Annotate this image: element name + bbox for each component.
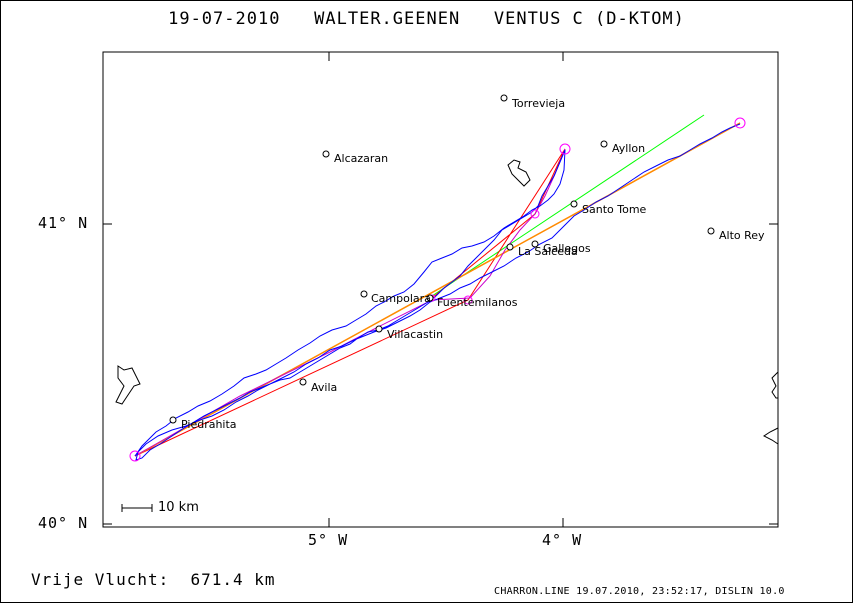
flight-track: [134, 123, 741, 461]
place-marker-alcazaran: [322, 150, 330, 158]
turnpoint-start: [129, 450, 141, 462]
place-label-avila: Avila: [311, 381, 337, 394]
place-marker-la-salceda: [506, 243, 514, 251]
reservoir-east: [771, 371, 779, 399]
place-label-alcazaran: Alcazaran: [334, 152, 388, 165]
place-markers: [169, 94, 715, 424]
turnpoints: [129, 117, 746, 462]
turnpoint-finish: [734, 117, 746, 129]
place-label-la-salceda: La Salceda: [518, 245, 578, 258]
reservoir-north: [507, 159, 531, 187]
free-flight-distance: Vrije Vlucht: 671.4 km: [31, 570, 276, 589]
turnpoint-4: [463, 295, 473, 305]
reservoir-east-2: [763, 427, 779, 445]
place-marker-fuentemilanos: [426, 294, 434, 302]
place-marker-torrevieja: [500, 94, 508, 102]
reservoir-outlines: [115, 159, 779, 445]
place-label-alto-rey: Alto Rey: [719, 229, 765, 242]
reservoir-west: [115, 365, 141, 405]
place-marker-gallegos: [531, 240, 539, 248]
place-marker-alto-rey: [707, 227, 715, 235]
scale-bar-label: 10 km: [158, 500, 199, 515]
axis-ticks: [103, 52, 778, 527]
chart-title: 19-07-2010 WALTER.GEENEN VENTUS C (D-KTO…: [168, 9, 685, 29]
place-labels: Torrevieja Ayllon Alcazaran Santo Tome A…: [181, 97, 765, 431]
map-border: [102, 51, 779, 528]
place-label-fuentemilanos: Fuentemilanos: [437, 296, 518, 309]
place-marker-villacastin: [375, 325, 383, 333]
turnpoint-2: [530, 209, 540, 219]
place-label-villacastin: Villacastin: [387, 328, 443, 341]
place-label-torrevieja: Torrevieja: [511, 97, 565, 110]
place-label-santo-tome: Santo Tome: [582, 203, 647, 216]
lat-label-41n: 41° N: [38, 214, 89, 232]
wind-line: [428, 114, 705, 299]
place-label-piedrahita: Piedrahita: [181, 418, 237, 431]
footer-info: CHARRON.LINE 19.07.2010, 23:52:17, DISLI…: [494, 586, 785, 597]
place-marker-campolara: [360, 290, 368, 298]
lat-label-40n: 40° N: [38, 514, 89, 532]
place-marker-ayllon: [600, 140, 608, 148]
place-marker-piedrahita: [169, 416, 177, 424]
place-label-campolara: Campolara: [371, 292, 431, 305]
lon-label-5w: 5° W: [308, 531, 349, 549]
place-marker-avila: [299, 378, 307, 386]
place-marker-santo-tome: [570, 200, 578, 208]
optimized-line: [134, 122, 741, 457]
scale-bar: [121, 504, 153, 512]
turnpoint-route: [134, 148, 566, 457]
place-label-gallegos: Gallegos: [543, 242, 591, 255]
lon-label-4w: 4° W: [542, 531, 583, 549]
place-label-ayllon: Ayllon: [612, 142, 645, 155]
turnpoint-1: [559, 143, 571, 155]
